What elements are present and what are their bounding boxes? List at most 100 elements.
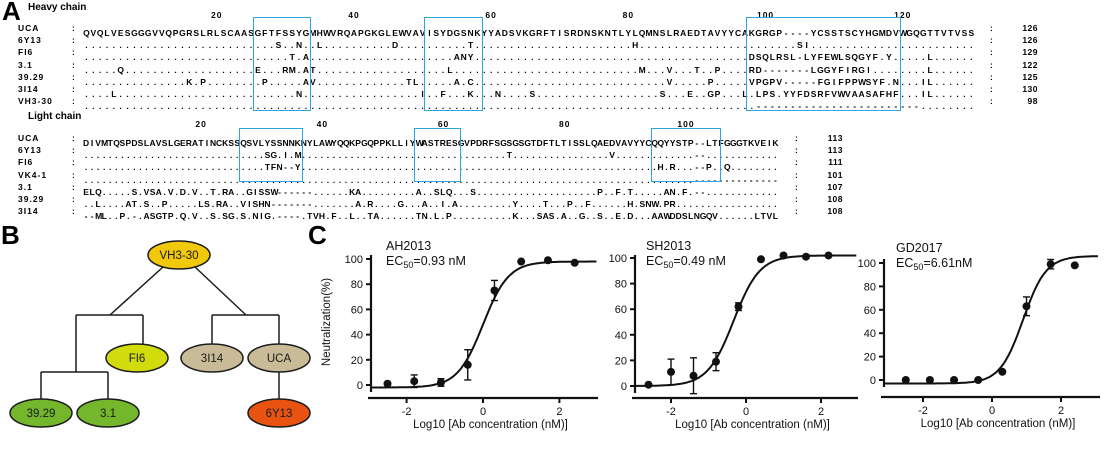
y-tick-label: 0 [870,375,876,387]
data-point [436,378,445,387]
data-point [1070,261,1079,270]
data-point [779,251,788,260]
y-tick-label: 60 [864,305,876,317]
residue-cells: ........................................… [84,174,777,185]
residue-count: :113 [795,145,843,156]
sequence-name: FI6 [18,157,34,168]
y-tick-label: 20 [351,355,363,367]
light-cdr-box [650,128,722,182]
sequence-name: 6Y13 [18,145,42,156]
separator-colon: : [72,169,75,180]
sequence-name: FI6 [18,47,34,58]
chart-ec50-label: EC50=0.49 nM [646,254,726,270]
residue-count: :101 [795,169,843,180]
chart-ec50-label: EC50=0.93 nM [386,254,466,270]
tree-node-label: 3.1 [100,408,116,420]
residue-cells: ........................................… [85,101,973,112]
x-tick-label: 2 [556,406,562,418]
light-ruler-number: 80 [559,119,571,129]
heavy-cdr-box [252,17,312,111]
sequence-name: 39.29 [18,71,45,82]
sequence-name: 3I14 [18,206,39,217]
residue-count: :108 [795,194,843,204]
residue-count: :129 [990,47,1038,58]
y-tick-label: 100 [858,258,876,270]
data-point [734,302,743,311]
y-tick-label: 40 [351,330,363,342]
residue-cells: ..... Q................... E... RM. AT......… [85,64,973,75]
separator-colon: : [72,181,75,192]
residue-count: :126 [990,35,1038,46]
data-point [925,376,934,384]
heavy-chain-title: Heavy chain [28,2,87,13]
tree-node-ellipse [180,343,244,373]
residue-count: :107 [795,181,843,192]
light-cdr-box [238,128,304,182]
sequence-name: VH3-30 [18,96,53,107]
x-tick-label: 0 [480,406,486,418]
residue-count: :108 [795,206,843,217]
tree-node-ellipse [105,343,169,373]
residue-cells: .. L.... AT. S.. P..... LS. RA.. V I SHN - - - - - - -..… [84,199,777,209]
y-tick-label: 80 [864,281,876,293]
tree-node-label: 6Y13 [266,408,293,420]
tree-node-39.29: 39.29 [9,398,73,428]
tree-node-label: 3I14 [201,353,224,365]
sequence-name: UCA [18,23,40,33]
data-point [570,258,579,267]
data-point [974,376,983,384]
data-point [543,256,552,265]
separator-colon: : [72,59,75,70]
residue-cells: ....L..........................N........… [85,89,973,99]
tree-node-3.1: 3.1 [76,398,140,428]
separator-colon: : [72,133,75,143]
sequence-name: 3.1 [18,59,33,70]
fit-curve [635,254,857,387]
tree-node-vh3-30: VH3-30 [147,240,211,270]
light-ruler-number: 100 [677,119,695,129]
y-tick-label: 60 [615,304,627,316]
data-point [410,377,419,386]
panel-b-label: B [1,220,20,250]
heavy-ruler-number: 120 [894,10,912,20]
y-tick-label: 100 [609,253,627,265]
x-tick-label: -2 [666,406,676,418]
x-axis-title: Log10 [Ab concentration (nM)] [413,419,568,431]
y-tick-label: 60 [351,304,363,316]
x-tick-label: -2 [918,405,928,417]
residue-cells: D I VMTQSPDSLAVSLGERAT I NCKSSQSVLYSSNNKNYLA… [83,138,779,148]
tree-node-label: 39.29 [27,408,56,420]
x-tick-label: -2 [402,406,412,418]
y-tick-label: 20 [864,352,876,364]
separator-colon: : [72,157,75,168]
fit-curve [884,255,1098,385]
y-tick-label: 40 [615,330,627,342]
separator-colon: : [72,35,75,46]
residue-cells: ............... K. P........ P..... AV......… [85,76,973,87]
chart-title: SH2013 [646,239,691,253]
separator-colon: : [72,96,75,107]
separator-colon: : [72,23,75,33]
heavy-ruler-number: 40 [348,10,360,20]
residue-cells: QVQLVESGGGVVQPGRSLRLSCAASGF T FSSYGMHWVRQA… [83,28,975,38]
residue-count: :98 [990,96,1038,107]
residue-count: :111 [795,157,843,168]
heavy-ruler-number: 80 [622,10,635,20]
chart-ec50-label: EC50=6.61nM [896,256,972,272]
data-point [998,367,1007,376]
light-ruler-number: 20 [195,119,207,129]
separator-colon: : [72,84,75,94]
separator-colon: : [72,206,75,217]
heavy-cdr-box [424,17,483,111]
y-tick-label: 0 [621,381,627,393]
sequence-name: VK4-1 [18,169,48,180]
residue-count: :113 [795,133,843,143]
sequence-name: 3.1 [18,181,33,192]
separator-colon: : [72,47,75,58]
separator-colon: : [72,145,75,156]
x-axis-title: Log10 [Ab concentration (nM)] [921,418,1076,430]
fit-curve [371,260,597,389]
heavy-ruler-number: 20 [211,10,223,20]
